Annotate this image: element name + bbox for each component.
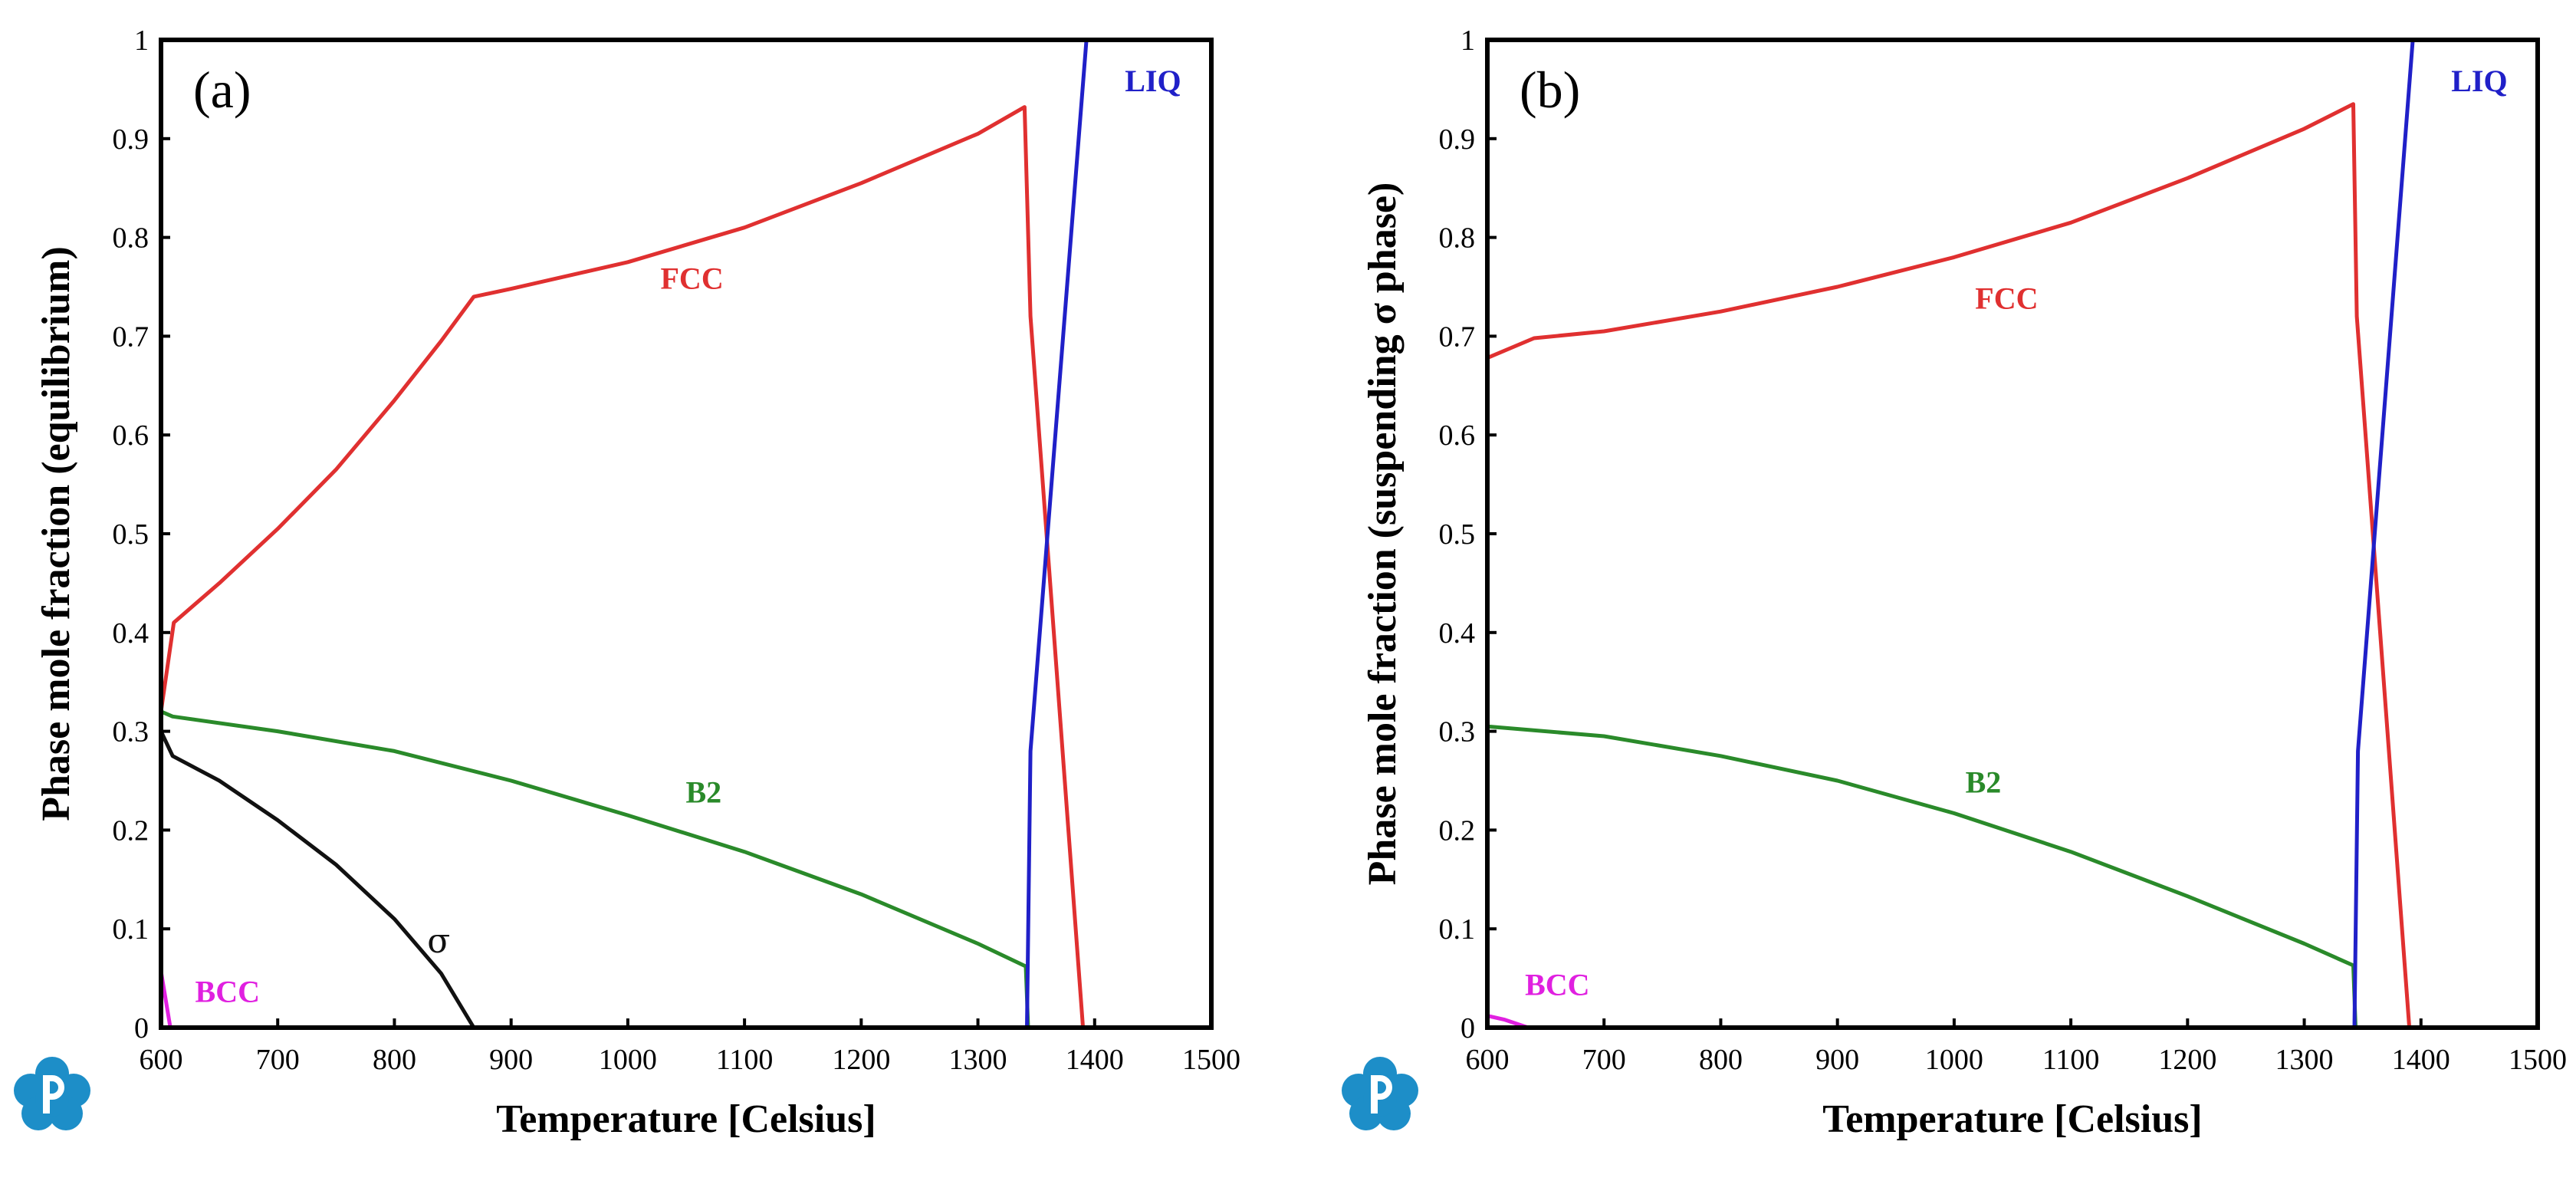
series-group: [1487, 40, 2538, 1028]
y-tick-label: 0: [1460, 1012, 1475, 1044]
logo-letter-bowl: [43, 1075, 64, 1100]
series-line-b2: [161, 709, 1030, 1028]
series-line-liq: [1025, 40, 1211, 1028]
x-tick-label: 1300: [2275, 1044, 2334, 1076]
phase-label-fcc: FCC: [661, 262, 724, 296]
x-tick-label: 1300: [949, 1044, 1007, 1076]
x-tick-label: 900: [1815, 1044, 1859, 1076]
x-tick-label: 1500: [1182, 1044, 1240, 1076]
y-tick-label: 0.9: [113, 123, 150, 156]
x-tick-label: 1000: [1925, 1044, 1983, 1076]
x-tick-label: 1200: [832, 1044, 890, 1076]
y-axis-title: Phase mole fraction (suspending σ phase): [1361, 183, 1405, 886]
y-tick-label: 1: [134, 25, 149, 57]
series-line-b2: [1487, 724, 2358, 1028]
x-tick-label: 700: [256, 1044, 300, 1076]
y-tick-label: 1: [1460, 25, 1475, 57]
plot-frame: [1485, 38, 2540, 1030]
logo-icon: [1342, 1057, 1418, 1130]
x-tick-label: 1400: [2392, 1044, 2450, 1076]
series-group: [161, 40, 1211, 1028]
plot-frame: [159, 38, 1214, 1030]
phase-label-liq: LIQ: [2451, 64, 2507, 98]
x-tick-label: 1500: [2509, 1044, 2567, 1076]
y-tick-label: 0.8: [1439, 222, 1476, 255]
phase-label-bcc: BCC: [1525, 968, 1589, 1002]
phase-label-bcc: BCC: [196, 975, 260, 1009]
y-tick-label: 0.6: [113, 419, 150, 452]
y-axis-title: Phase mole fraction (equilibrium): [34, 246, 78, 821]
y-tick-label: 0.5: [113, 518, 150, 551]
x-tick-label: 600: [1466, 1044, 1510, 1076]
y-tick-label: 0.6: [1439, 419, 1476, 452]
x-tick-label: 1100: [2042, 1044, 2100, 1076]
x-tick-label: 900: [489, 1044, 533, 1076]
y-tick-label: 0.3: [113, 716, 150, 748]
phase-label-b2: B2: [1966, 765, 2002, 800]
series-line-bcc: [1487, 1014, 1530, 1028]
y-tick-label: 0.3: [1439, 716, 1476, 748]
phase-label-fcc: FCC: [1975, 281, 2038, 315]
y-tick-label: 0.8: [113, 222, 150, 255]
x-axis-title: Temperature [Celsius]: [496, 1097, 876, 1141]
x-tick-label: 800: [373, 1044, 416, 1076]
logo-icon: [14, 1057, 90, 1130]
x-axis-title: Temperature [Celsius]: [1822, 1097, 2202, 1141]
series-line-liq: [2352, 40, 2538, 1028]
y-tick-label: 0.1: [113, 913, 150, 946]
x-tick-label: 1100: [716, 1044, 774, 1076]
series-line-fcc: [1487, 102, 2412, 1028]
x-tick-label: 1200: [2158, 1044, 2216, 1076]
y-tick-label: 0.7: [113, 321, 150, 353]
logo-letter-bowl: [1371, 1075, 1392, 1100]
panel-a-chart: 600 700 800 900 1000 1100 1200 1300 1400 1500 0 0.1…: [34, 25, 1240, 1141]
y-tick-label: 0.2: [1439, 814, 1476, 847]
panel-label: (b): [1520, 61, 1580, 119]
y-tick-label: 0.5: [1439, 518, 1476, 551]
x-tick-label: 800: [1699, 1044, 1743, 1076]
x-tick-label: 600: [140, 1044, 183, 1076]
x-tick-label: 1000: [599, 1044, 657, 1076]
y-tick-label: 0.9: [1439, 123, 1476, 156]
phase-label-b2: B2: [685, 775, 721, 809]
y-tick-label: 0.1: [1439, 913, 1476, 946]
series-line-fcc: [161, 105, 1086, 1028]
x-tick-label: 1400: [1066, 1044, 1124, 1076]
y-tick-label: 0.4: [1439, 617, 1476, 650]
x-tick-label: 700: [1582, 1044, 1626, 1076]
phase-label-liq: LIQ: [1125, 64, 1181, 98]
y-tick-label: 0.7: [1439, 321, 1476, 353]
series-line-sigma: [161, 729, 476, 1028]
panel-label: (a): [193, 61, 251, 119]
panel-b-chart: 600 700 800 900 1000 1100 1200 1300 1400 1500 0 0.1…: [1361, 25, 2567, 1141]
y-tick-label: 0.4: [113, 617, 150, 650]
phase-label-sigma: σ: [427, 922, 450, 961]
y-tick-label: 0.2: [113, 814, 150, 847]
y-tick-label: 0: [134, 1012, 149, 1044]
